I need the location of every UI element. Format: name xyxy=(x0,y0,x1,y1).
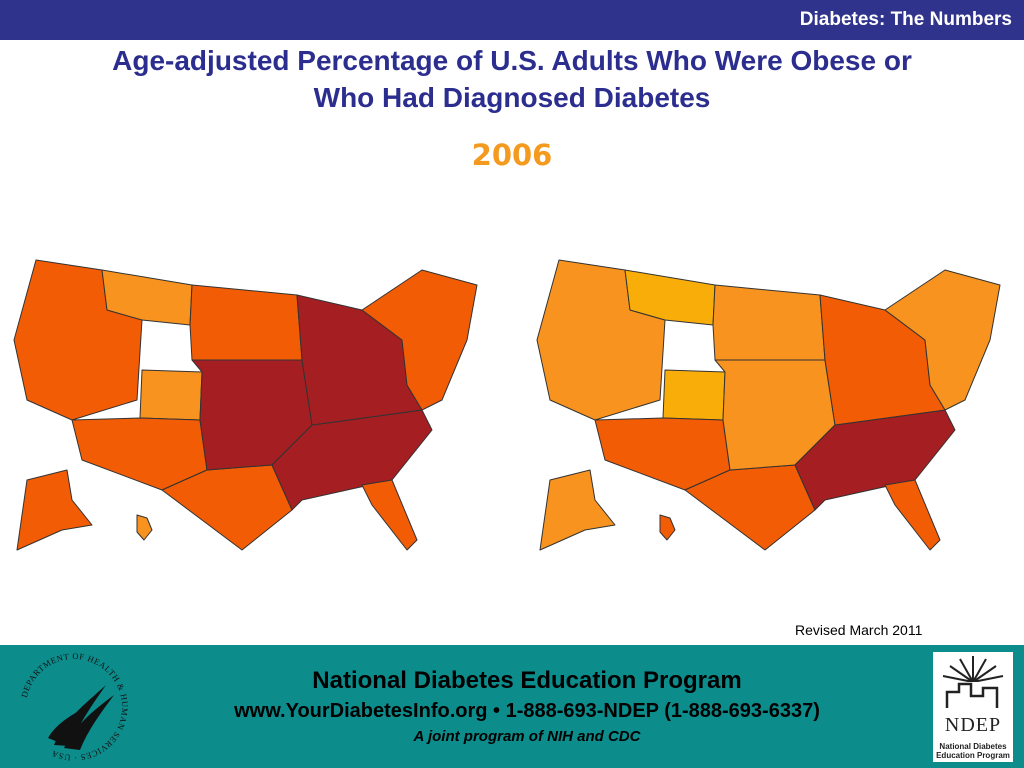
section-title: Diabetes: The Numbers xyxy=(799,9,1012,30)
ndep-sun-icon xyxy=(942,656,1004,710)
region-alaska xyxy=(539,469,616,551)
contact-line: www.YourDiabetesInfo.org • 1-888-693-NDE… xyxy=(234,700,820,722)
ndep-logo: NDEP National Diabetes Education Program xyxy=(933,652,1013,762)
ndep-logo-sub1: National Diabetes xyxy=(939,742,1007,751)
slide-title-line2: Who Had Diagnosed Diabetes xyxy=(313,82,711,113)
footer-bar: National Diabetes Education Program www.… xyxy=(0,645,1024,768)
obesity-map xyxy=(13,259,478,551)
region-colorado xyxy=(139,369,203,421)
ndep-logo-subtext: National Diabetes Education Program xyxy=(933,742,1013,760)
region-northeast xyxy=(884,269,1001,411)
region-hawaii xyxy=(659,514,676,541)
region-montana xyxy=(101,269,193,326)
region-hawaii xyxy=(136,514,153,541)
year-label: 2006 xyxy=(471,138,553,172)
hhs-seal-icon: DEPARTMENT OF HEALTH & HUMAN SERVICES · … xyxy=(19,651,130,763)
program-name: National Diabetes Education Program xyxy=(312,667,742,694)
region-florida xyxy=(884,479,941,551)
region-northern-plains xyxy=(712,284,826,361)
revised-note: Revised March 2011 xyxy=(795,622,923,638)
region-northeast xyxy=(361,269,478,411)
region-florida xyxy=(361,479,418,551)
region-alaska xyxy=(16,469,93,551)
region-montana xyxy=(624,269,716,326)
ndep-logo-text: NDEP xyxy=(944,714,1002,736)
slide-title-line1: Age-adjusted Percentage of U.S. Adults W… xyxy=(112,45,912,76)
region-colorado xyxy=(662,369,726,421)
slide-title: Age-adjusted Percentage of U.S. Adults W… xyxy=(0,42,1024,116)
ndep-logo-sub2: Education Program xyxy=(936,751,1010,760)
tagline: A joint program of NIH and CDC xyxy=(413,728,641,745)
diabetes-map xyxy=(536,259,1001,551)
region-northern-plains xyxy=(189,284,303,361)
header-bar: Diabetes: The Numbers xyxy=(0,0,1024,40)
